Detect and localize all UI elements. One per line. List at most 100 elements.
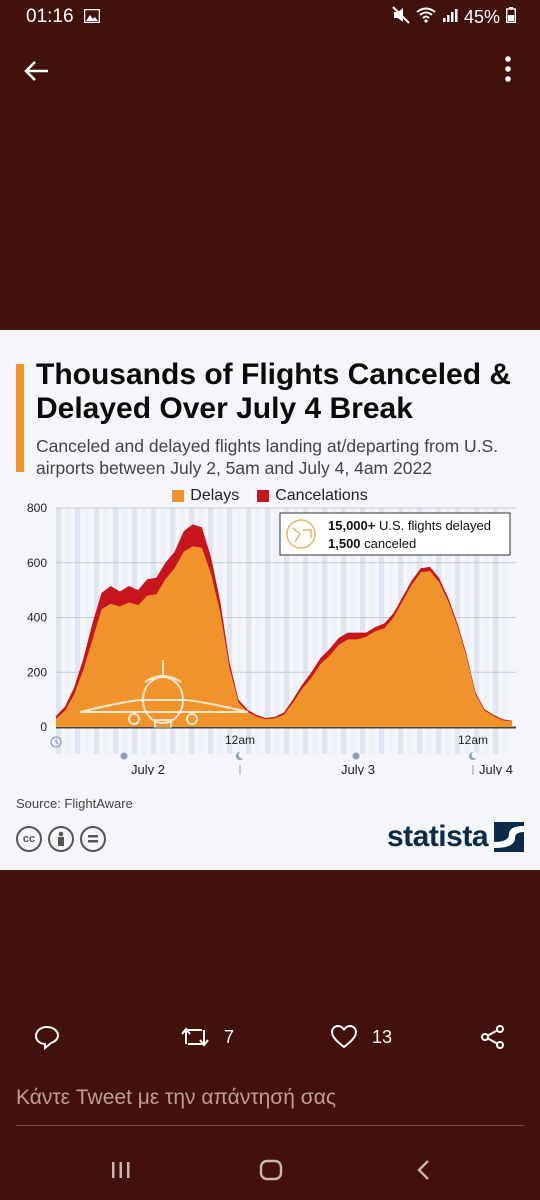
legend-swatch-delays (172, 490, 185, 502)
x-label-july4: July 4 (479, 762, 513, 775)
y-tick-label: 200 (27, 665, 47, 679)
flight-delay-icon (286, 519, 316, 549)
hour-stripe (464, 508, 470, 754)
sun-icon-day2 (352, 752, 360, 760)
legend-label-delays: Delays (190, 487, 240, 504)
moon-icon-night1 (236, 751, 246, 760)
recent-apps-button[interactable] (106, 1155, 136, 1185)
moon-icon-night2 (469, 751, 479, 760)
recent-apps-icon (112, 1162, 130, 1178)
annotation-canceled-text: canceled (361, 536, 417, 551)
legend-item-delays: Delays (172, 487, 239, 505)
hour-stripe (227, 508, 233, 754)
annotation-canceled-count: 1,500 (328, 536, 361, 551)
y-tick-label: 600 (27, 556, 47, 570)
chart-source: Source: FlightAware (16, 796, 133, 811)
battery-icon (505, 7, 517, 28)
home-icon (259, 1159, 283, 1181)
hour-stripe (322, 508, 328, 754)
back-button[interactable] (20, 54, 54, 88)
tweet-actions: 7 13 (0, 1018, 540, 1062)
reply-placeholder: Κάντε Tweet με την απάντησή σας (16, 1086, 336, 1109)
share-icon (481, 1025, 504, 1049)
system-back-button[interactable] (408, 1155, 438, 1185)
x-label-12am-2: 12am (458, 733, 488, 747)
title-accent-bar (16, 364, 24, 472)
hour-stripe (341, 508, 347, 754)
reply-input[interactable]: Κάντε Tweet με την απάντησή σας (16, 1086, 524, 1126)
hour-stripe (303, 508, 309, 754)
status-bar: 01:16 45% (0, 0, 540, 34)
arrow-left-icon (24, 61, 48, 81)
license-icons: cc (16, 826, 106, 852)
hour-stripe (84, 508, 90, 754)
like-count: 13 (372, 1026, 393, 1047)
reply-icon (34, 1025, 60, 1050)
flights-area-chart: 0 200 400 600 800 15,000+ U.S. flights delay… (27, 501, 516, 775)
legend-item-cancelations: Cancelations (257, 487, 368, 505)
battery-level: 45% (463, 7, 500, 27)
statista-mark-icon (494, 822, 524, 852)
heart-icon (330, 1024, 358, 1049)
hour-stripe (75, 508, 81, 754)
svg-text:1,500 canceled: 1,500 canceled (328, 536, 416, 551)
like-button[interactable]: 13 (330, 1024, 392, 1050)
wifi-icon (416, 7, 436, 28)
y-tick-label: 0 (40, 720, 47, 734)
x-label-july2: July 2 (131, 762, 165, 775)
statista-logo: statista (387, 820, 524, 854)
annotation-box: 15,000+ U.S. flights delayed 1,500 cance… (279, 512, 511, 556)
hour-stripe (65, 508, 71, 754)
attribution-icon (48, 826, 74, 852)
signal-icon (442, 7, 458, 28)
hour-stripe (236, 508, 242, 754)
hour-stripe (255, 508, 261, 754)
no-derivatives-icon (80, 826, 106, 852)
clock-icon (50, 736, 62, 748)
chevron-left-icon (417, 1160, 429, 1180)
plane-illustration (79, 660, 249, 729)
hour-stripe (274, 508, 280, 754)
more-vertical-icon (505, 56, 511, 82)
mute-icon (392, 6, 410, 29)
retweet-count: 7 (224, 1026, 235, 1047)
cc-icon: cc (16, 826, 42, 852)
hour-stripe (483, 508, 489, 754)
retweet-icon (181, 1027, 209, 1047)
tweet-media-image[interactable]: Thousands of Flights Canceled & Delayed … (0, 330, 540, 870)
hour-stripe (284, 508, 290, 754)
brand-name: statista (386, 820, 489, 853)
hour-stripe (331, 508, 337, 754)
legend-swatch-cancelations (257, 490, 270, 502)
chart-legend: Delays Cancelations (0, 487, 540, 505)
chart-title: Thousands of Flights Canceled & Delayed … (36, 358, 512, 425)
hour-stripe (265, 508, 271, 754)
y-tick-label: 800 (27, 501, 47, 515)
y-tick-label: 400 (27, 611, 47, 625)
hour-stripe (350, 508, 356, 754)
delays-area (56, 546, 512, 727)
chart-subtitle: Canceled and delayed flights landing at/… (36, 436, 499, 478)
hour-stripe (312, 508, 318, 754)
hour-stripe (502, 508, 508, 754)
hour-stripe (493, 508, 499, 754)
hour-stripe (474, 508, 480, 754)
hour-stripe (293, 508, 299, 754)
reply-button[interactable] (34, 1024, 60, 1050)
app-bar (0, 40, 540, 100)
legend-label-cancelations: Cancelations (275, 487, 368, 504)
svg-text:15,000+ U.S. flights delayed: 15,000+ U.S. flights delayed (328, 518, 491, 533)
retweet-button[interactable]: 7 (180, 1024, 234, 1050)
image-notification-icon (83, 8, 101, 28)
system-nav-bar (0, 1145, 540, 1195)
sun-icon-day1 (120, 752, 128, 760)
x-label-july3: July 3 (341, 762, 375, 775)
home-button[interactable] (256, 1155, 286, 1185)
x-label-12am-1: 12am (225, 733, 255, 747)
more-options-button[interactable] (496, 52, 520, 88)
share-button[interactable] (480, 1024, 506, 1050)
hour-stripe (246, 508, 252, 754)
annotation-delayed-text: U.S. flights delayed (375, 518, 491, 533)
hour-stripe (360, 508, 366, 754)
annotation-delayed-count: 15,000+ (328, 518, 376, 533)
